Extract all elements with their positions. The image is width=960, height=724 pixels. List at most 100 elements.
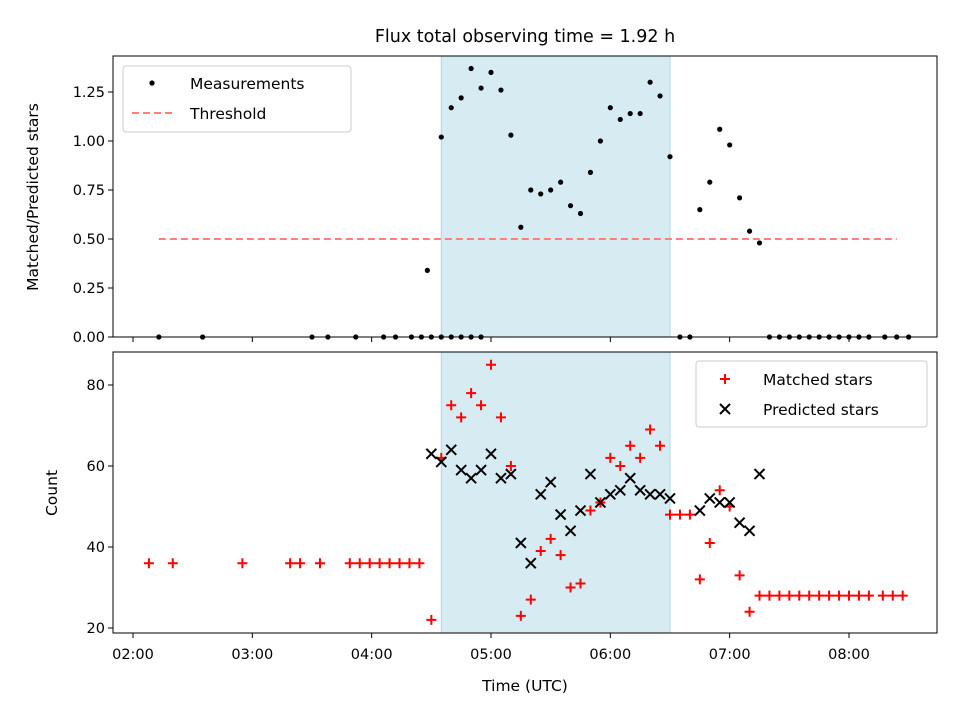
predicted-star-marker xyxy=(644,488,656,501)
matched-star-marker xyxy=(354,558,365,569)
bottom-xtick-label: 02:00 xyxy=(112,647,154,663)
predicted-star-marker xyxy=(475,464,487,476)
legend-matched-marker xyxy=(720,374,730,384)
matched-star-marker xyxy=(495,412,506,423)
matched-star-marker xyxy=(784,590,795,601)
predicted-star-marker xyxy=(704,492,716,505)
matched-star-marker xyxy=(674,509,685,520)
predicted-star-marker xyxy=(435,456,447,468)
measurement-point xyxy=(607,105,613,111)
matched-star-marker xyxy=(794,590,805,601)
matched-star-marker xyxy=(404,558,415,569)
matched-star-marker xyxy=(525,594,536,605)
measurement-point xyxy=(424,267,430,273)
bottom-xtick-label: 07:00 xyxy=(709,647,751,663)
measurement-point xyxy=(518,224,524,230)
matched-star-marker xyxy=(555,550,566,561)
predicted-star-marker xyxy=(654,488,666,501)
matched-star-marker xyxy=(804,590,815,601)
measurement-point xyxy=(727,142,733,148)
matched-star-marker xyxy=(844,590,854,601)
measurement-point xyxy=(637,110,643,117)
measurement-point xyxy=(746,228,753,234)
matched-star-marker xyxy=(394,558,405,569)
measurement-point xyxy=(458,95,464,101)
measurement-point xyxy=(617,116,623,123)
matched-star-marker xyxy=(515,610,526,621)
matched-star-marker xyxy=(143,558,154,569)
predicted-star-marker xyxy=(525,557,537,569)
matched-star-marker xyxy=(853,590,864,601)
measurement-point xyxy=(737,195,743,201)
matched-star-marker xyxy=(237,558,248,569)
legend-measurements-label: Measurements xyxy=(190,75,305,93)
predicted-star-marker xyxy=(614,484,626,497)
measurement-point xyxy=(667,154,673,160)
predicted-star-marker xyxy=(465,472,477,484)
matched-star-marker xyxy=(344,558,355,569)
top-ytick-label: 0.25 xyxy=(73,281,105,297)
measurement-point xyxy=(647,79,653,85)
matched-star-marker xyxy=(694,574,705,585)
predicted-star-marker xyxy=(425,448,438,460)
matched-star-marker xyxy=(814,590,825,601)
measurement-point xyxy=(587,169,594,175)
matched-star-marker xyxy=(684,509,695,520)
matched-star-marker xyxy=(535,546,546,557)
measurement-point xyxy=(448,105,454,111)
matched-star-marker xyxy=(764,590,775,601)
predicted-star-marker xyxy=(753,468,766,480)
predicted-star-marker xyxy=(743,525,756,537)
measurement-point xyxy=(438,134,444,140)
top-panel: 0.00 0.25 0.50 0.75 1.00 1.25 Matched/Predicte… xyxy=(24,55,938,346)
bottom-panel: 20 40 60 80 02:00 03:00 04:00 05:00 06:00 07:00 08… xyxy=(43,351,938,695)
predicted-star-marker xyxy=(485,448,497,460)
matched-star-marker xyxy=(625,440,636,451)
matched-star-marker xyxy=(704,537,715,548)
top-ytick-label: 1.00 xyxy=(73,134,105,150)
predicted-star-marker xyxy=(564,525,577,537)
predicted-star-marker xyxy=(604,488,617,501)
matched-star-marker xyxy=(476,400,487,411)
predicted-star-marker xyxy=(733,516,746,529)
measurement-point xyxy=(567,203,574,209)
matched-star-marker xyxy=(645,424,656,435)
predicted-star-marker xyxy=(544,476,557,488)
matched-star-marker xyxy=(565,582,576,593)
matched-star-marker xyxy=(414,558,425,569)
legend-measurement-marker xyxy=(149,80,155,86)
measurement-point xyxy=(508,132,514,138)
matched-star-marker xyxy=(655,440,666,451)
measurement-point xyxy=(498,87,504,93)
matched-star-marker xyxy=(834,590,845,601)
top-axes-frame xyxy=(112,55,938,338)
top-legend-box xyxy=(122,65,352,133)
matched-star-marker xyxy=(665,509,675,520)
matched-star-marker xyxy=(545,533,556,544)
predicted-star-marker xyxy=(455,464,467,476)
bottom-xtick-label: 06:00 xyxy=(589,647,631,663)
bottom-ytick-label: 60 xyxy=(87,459,105,475)
measurement-point xyxy=(697,207,703,213)
measurement-point xyxy=(627,110,633,117)
bottom-shaded-span xyxy=(440,351,671,634)
matched-star-marker xyxy=(466,388,477,399)
matched-star-marker xyxy=(585,505,596,516)
predicted-star-marker xyxy=(574,504,587,517)
top-shaded-span xyxy=(440,55,671,338)
matched-star-marker xyxy=(774,590,785,601)
predicted-star-marker xyxy=(584,468,597,480)
top-ylabel: Matched/Predicted stars xyxy=(24,103,42,291)
matched-star-marker xyxy=(505,461,516,471)
predicted-star-marker xyxy=(594,496,607,509)
measurement-point xyxy=(597,138,603,144)
bottom-ytick-label: 20 xyxy=(87,621,105,637)
chart-title: Flux total observing time = 1.92 h xyxy=(375,27,675,47)
matched-star-marker xyxy=(824,590,835,601)
matched-star-marker xyxy=(887,590,898,601)
measurement-point xyxy=(538,191,544,197)
matched-star-marker xyxy=(877,590,888,601)
measurement-point xyxy=(528,187,534,193)
matched-star-marker xyxy=(575,578,586,589)
measurement-point xyxy=(488,69,494,75)
